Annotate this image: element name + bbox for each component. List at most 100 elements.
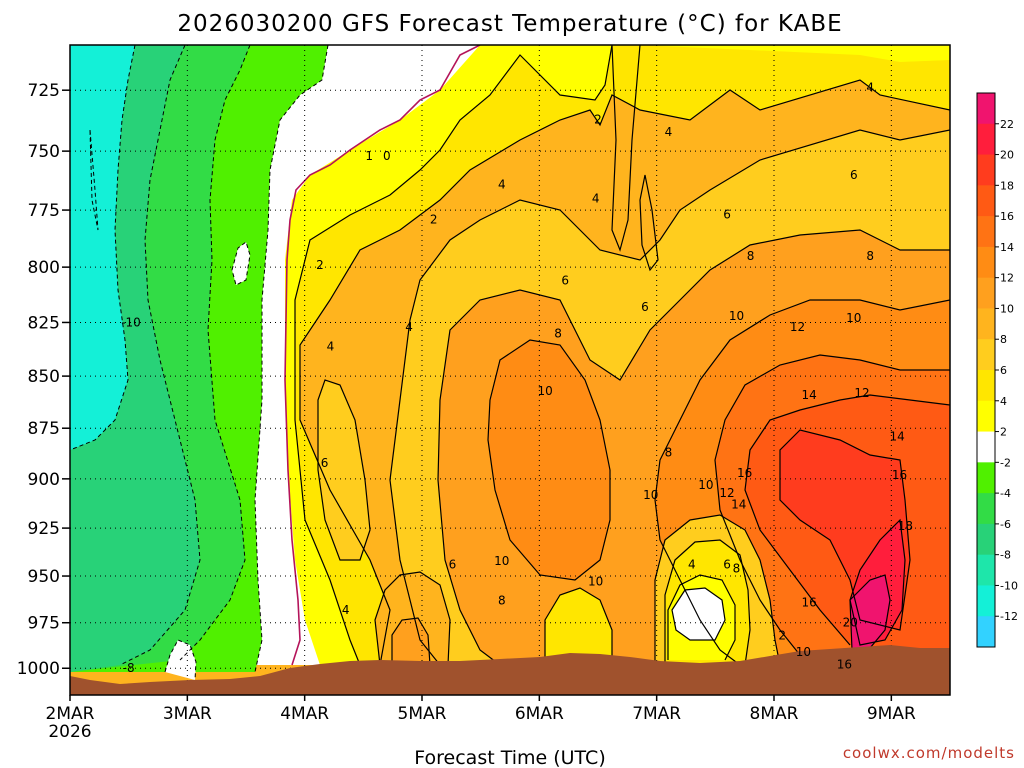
colorbar-label: 20 (1000, 149, 1014, 162)
y-tick-label: 975 (28, 614, 60, 634)
x-axis: 2MAR 3MAR 4MAR 5MAR 6MAR 7MAR 8MAR 9MAR 2026 (46, 695, 916, 742)
colorbar-swatch (977, 308, 995, 340)
contour-label: 10 (588, 575, 603, 589)
contour-label: 2 (316, 258, 324, 272)
contour-line-solid (544, 587, 613, 665)
contour-label: 10 (494, 554, 509, 568)
contour-line-solid (391, 617, 431, 666)
contour-label: -10 (121, 315, 141, 329)
colorbar-swatch (977, 493, 995, 525)
contour-label: 4 (592, 191, 600, 205)
contour-label: 8 (498, 593, 506, 607)
contour-label: 16 (737, 466, 752, 480)
contour-label: 10 (796, 645, 811, 659)
contour-label: 6 (723, 558, 731, 572)
freezing-line (284, 45, 481, 666)
colorbar-swatch (977, 554, 995, 586)
contour-line-solid (389, 129, 950, 666)
colorbar-swatch (977, 339, 995, 371)
colorbar-swatch (977, 93, 995, 125)
x-axis-title: Forecast Time (UTC) (414, 747, 605, 768)
contour-label: 2 (430, 212, 438, 226)
contour-label: 20 (843, 616, 858, 630)
y-tick-label: 800 (28, 258, 60, 278)
contour-label: 6 (641, 300, 649, 314)
region-cool-dome-7mar-white (672, 588, 725, 640)
y-tick-label: 875 (28, 419, 60, 439)
colorbar-swatch (977, 277, 995, 309)
contour-label: 6 (723, 208, 731, 222)
y-tick-label: 850 (28, 367, 60, 387)
contour-line-solid (664, 539, 751, 666)
contour-label: 10 (846, 311, 861, 325)
contour-label: 8 (747, 249, 755, 263)
contour-line-solid (654, 299, 950, 666)
x-tick-label: 5MAR (398, 704, 447, 724)
colorbar-swatch (977, 154, 995, 186)
contour-label: 14 (731, 498, 746, 512)
contour-line-solid (294, 45, 613, 666)
contour-label: 8 (733, 561, 741, 575)
contour-label: 16 (802, 595, 817, 609)
y-tick-label: 925 (28, 519, 60, 539)
contour-line-solid (714, 354, 950, 656)
contour-line-solid (779, 429, 911, 631)
contour-line-dashed (89, 129, 99, 231)
x-tick-label: 8MAR (750, 704, 799, 724)
x-tick-label: 7MAR (632, 704, 681, 724)
contour-label: 4 (688, 558, 696, 572)
contour-line-solid (639, 174, 659, 272)
y-tick-label: 950 (28, 567, 60, 587)
contour-label: 6 (449, 558, 457, 572)
contour-label: 8 (554, 326, 562, 340)
y-tick-label: 900 (28, 470, 60, 490)
region-warm-core-6mar (488, 340, 610, 580)
colorbar-swatch (977, 370, 995, 402)
colorbar-swatch (977, 523, 995, 556)
contour-label: 12 (854, 386, 869, 400)
contour-label: 4 (665, 125, 673, 139)
colorbar-swatch (977, 431, 995, 463)
x-tick-label: 6MAR (515, 704, 564, 724)
colorbar-swatch (977, 585, 995, 617)
colorbar-label: 16 (1000, 210, 1014, 223)
contour-line-dashed (164, 639, 197, 681)
contour-line-dashed (70, 45, 136, 451)
colorbar-label: 10 (1000, 302, 1014, 315)
contour-label: 4 (498, 177, 506, 191)
y-axis: 725 750 775 800 825 850 875 900 925 950 975 1000 (17, 81, 70, 679)
contour-label: 10 (698, 478, 713, 492)
contour-label: 10 (729, 309, 744, 323)
x-tick-label: 3MAR (163, 704, 212, 724)
region-warm-pocket-5mar-inner (392, 618, 430, 665)
contour-label: 8 (866, 249, 874, 263)
region-4mar-inner (318, 380, 370, 560)
contour-label: 1 (365, 149, 373, 163)
terrain (70, 645, 950, 695)
contour-label: 18 (898, 519, 913, 533)
colorbar-label: 14 (1000, 241, 1014, 254)
x-tick-label: 9MAR (867, 704, 916, 724)
contour-label: 4 (327, 339, 335, 353)
contour-label: 4 (866, 81, 874, 95)
colorbar-label: -8 (1000, 549, 1011, 562)
contour-label: 8 (665, 446, 673, 460)
colorbar-label: 2 (1000, 426, 1007, 439)
colorbar-label: -12 (1000, 610, 1018, 623)
temperature-fills (70, 45, 950, 680)
contour-label: 16 (837, 658, 852, 672)
y-tick-label: 1000 (17, 659, 60, 679)
contour-label: 16 (892, 468, 907, 482)
contour-line-solid (611, 45, 641, 252)
contour-line-solid (299, 79, 950, 666)
colorbar-label: -4 (1000, 487, 1011, 500)
region-warm-pocket-6mar (545, 588, 612, 665)
colorbar-swatch (977, 246, 995, 279)
contour-line-solid (744, 394, 950, 646)
contour-label: 4 (405, 320, 413, 334)
colorbar-swatch (977, 462, 995, 494)
contour-line-dashed (254, 45, 329, 673)
contour-label: 0 (383, 149, 391, 163)
